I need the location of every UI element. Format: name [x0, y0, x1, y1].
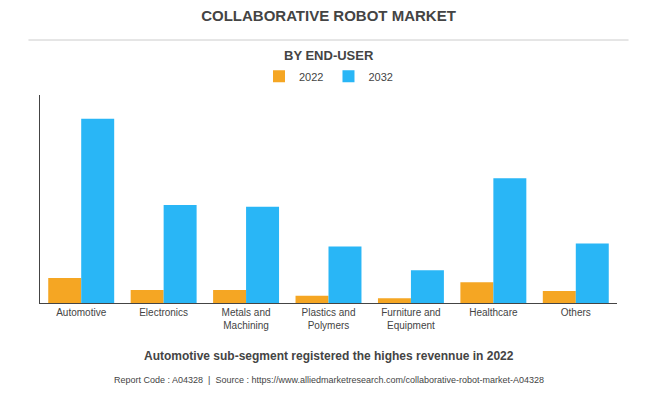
svg-text:BY END-USER: BY END-USER — [284, 48, 374, 63]
svg-text:Automotive sub-segment registe: Automotive sub-segment registered the hi… — [144, 349, 514, 363]
svg-text:Metals andMachining: Metals andMachining — [222, 307, 271, 331]
svg-text:Automotive: Automotive — [56, 307, 106, 318]
svg-text:Others: Others — [561, 307, 591, 318]
svg-text:Electronics: Electronics — [139, 307, 188, 318]
svg-text:2032: 2032 — [368, 71, 392, 83]
svg-text:COLLABORATIVE ROBOT MARKET: COLLABORATIVE ROBOT MARKET — [201, 7, 456, 24]
svg-text:Furniture andEquipment: Furniture andEquipment — [381, 307, 440, 331]
svg-text:Report Code : A04328 | Sourc: Report Code : A04328 | Source : https://… — [114, 375, 544, 385]
svg-text:2022: 2022 — [299, 71, 323, 83]
svg-text:Plastics andPolymers: Plastics andPolymers — [302, 307, 356, 331]
svg-text:Healthcare: Healthcare — [469, 307, 518, 318]
